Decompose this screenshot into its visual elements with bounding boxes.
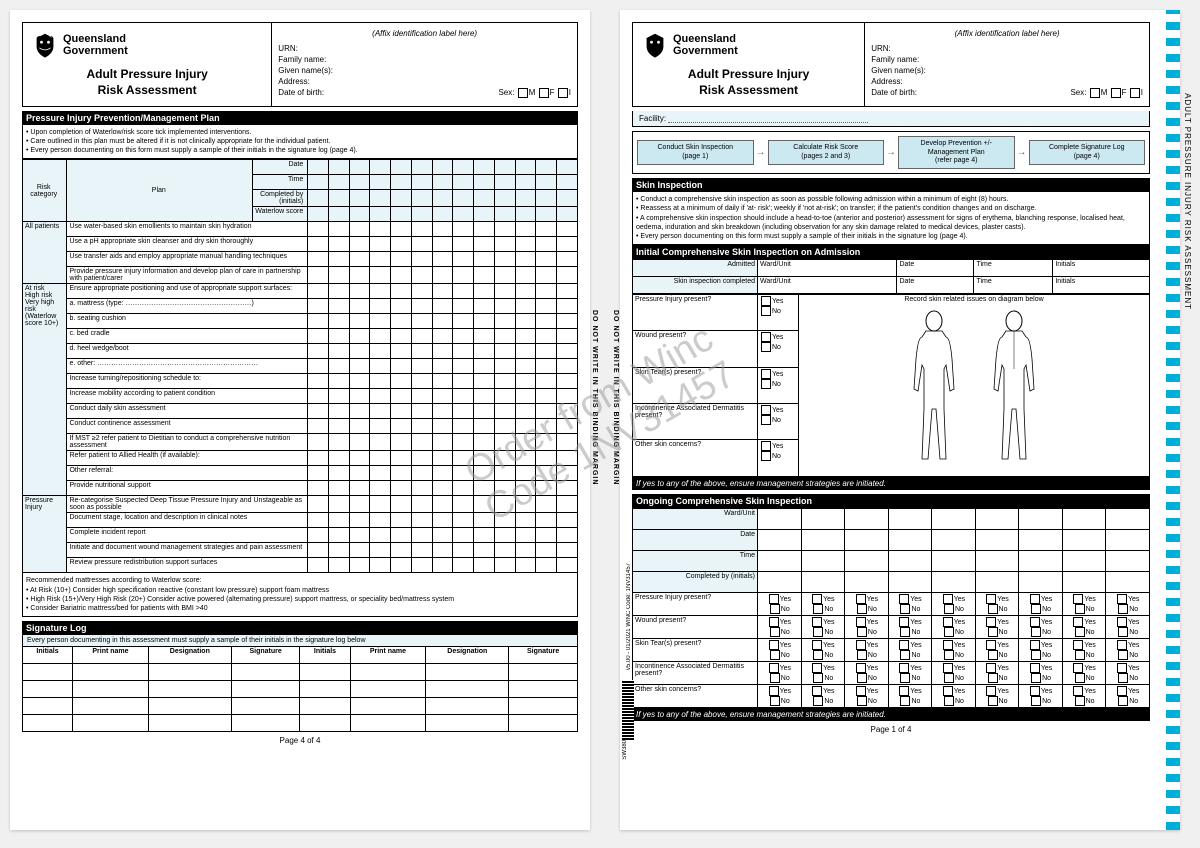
section-prevention-plan: Pressure Injury Prevention/Management Pl…: [22, 111, 578, 125]
plan-notes: • Upon completion of Waterlow/risk score…: [22, 125, 578, 159]
ongoing-table: Ward/Unit Date Time Completed by (initia…: [632, 508, 1150, 708]
sw-code: SW380: [622, 740, 628, 760]
page-4: DO NOT WRITE IN THIS BINDING MARGIN Quee…: [10, 10, 590, 830]
page-footer: Page 1 of 4: [632, 725, 1150, 734]
page-1: ADULT PRESSURE INJURY RISK ASSESSMENT DO…: [620, 10, 1180, 830]
section-ongoing: Ongoing Comprehensive Skin Inspection: [632, 494, 1150, 508]
side-decoration: [1166, 10, 1180, 830]
version-meta: v5.00 - 01/2021 WINC Code: 1NV31457: [626, 563, 632, 670]
binding-margin-text: DO NOT WRITE IN THIS BINDING MARGIN: [591, 310, 598, 485]
facility-row: Facility:: [632, 111, 1150, 127]
plan-table: Risk category Plan Date Time Completed b…: [22, 159, 578, 573]
sig-note: Every person documenting in this assessm…: [22, 635, 578, 646]
affix-label: (Affix identification label here): [278, 29, 571, 38]
page-footer: Page 4 of 4: [22, 736, 578, 745]
binding-margin-text: DO NOT WRITE IN THIS BINDING MARGIN: [612, 310, 619, 485]
body-front-icon: [904, 309, 964, 469]
header: QueenslandGovernment Adult Pressure Inju…: [22, 22, 578, 107]
admission-table: AdmittedWard/UnitDateTimeInitials Skin i…: [632, 259, 1150, 294]
mattress-note: Recommended mattresses according to Wate…: [22, 573, 578, 616]
if-yes-note: If yes to any of the above, ensure manag…: [632, 477, 1150, 490]
section-initial-inspection: Initial Comprehensive Skin Inspection on…: [632, 245, 1150, 259]
body-diagram: [801, 303, 1147, 475]
if-yes-note-2: If yes to any of the above, ensure manag…: [632, 708, 1150, 721]
header: QueenslandGovernment Adult Pressure Inju…: [632, 22, 1150, 107]
coat-of-arms-icon: [641, 31, 669, 59]
process-flow: Conduct Skin Inspection(page 1)→ Calcula…: [632, 131, 1150, 174]
question-table: Pressure Injury present? YesNo Record sk…: [632, 294, 1150, 477]
form-title: Adult Pressure InjuryRisk Assessment: [31, 67, 263, 98]
section-signature-log: Signature Log: [22, 621, 578, 635]
body-back-icon: [984, 309, 1044, 469]
barcode-icon: [622, 680, 634, 740]
skin-notes: • Conduct a comprehensive skin inspectio…: [632, 192, 1150, 244]
signature-table: InitialsPrint nameDesignationSignature I…: [22, 646, 578, 732]
coat-of-arms-icon: [31, 31, 59, 59]
section-skin-inspection: Skin Inspection: [632, 178, 1150, 192]
side-title: ADULT PRESSURE INJURY RISK ASSESSMENT: [1183, 93, 1192, 310]
